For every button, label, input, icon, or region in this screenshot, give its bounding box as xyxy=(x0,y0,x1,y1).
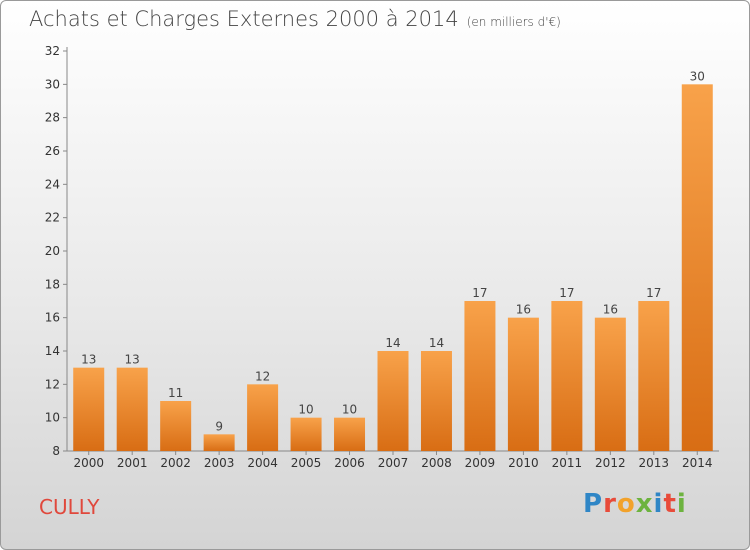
y-tick-label: 10 xyxy=(45,411,60,425)
bar-2013 xyxy=(638,301,670,451)
bar-2004 xyxy=(247,384,279,451)
x-tick-label: 2003 xyxy=(204,456,235,470)
data-label: 17 xyxy=(472,286,487,300)
x-tick-label: 2014 xyxy=(682,456,713,470)
x-tick-label: 2013 xyxy=(639,456,670,470)
x-tick-label: 2007 xyxy=(378,456,409,470)
data-label: 17 xyxy=(559,286,574,300)
y-tick-label: 8 xyxy=(52,444,60,458)
logo-letter: i xyxy=(676,489,687,519)
data-label: 10 xyxy=(342,403,357,417)
bar-2003 xyxy=(203,434,235,451)
y-tick-label: 30 xyxy=(45,77,60,91)
y-tick-label: 22 xyxy=(45,211,60,225)
data-labels: 13 13 11 9 12 10 10 14 14 17 16 17 16 17 30 xyxy=(81,69,705,433)
data-label: 14 xyxy=(385,336,400,350)
bar-2008 xyxy=(420,351,452,451)
bar-2005 xyxy=(290,417,322,451)
bar-2006 xyxy=(334,417,366,451)
x-tick-label: 2001 xyxy=(117,456,148,470)
y-tick-label: 20 xyxy=(45,244,60,258)
data-label: 14 xyxy=(429,336,444,350)
chart-title: Achats et Charges Externes 2000 à 2014 (e… xyxy=(29,7,561,31)
city-name: CULLY xyxy=(39,495,100,519)
bar-2012 xyxy=(594,317,626,451)
logo-letter: o xyxy=(616,489,636,519)
proxiti-logo: Proxiti xyxy=(583,489,687,519)
x-tick-label: 2010 xyxy=(508,456,539,470)
x-tick-label: 2002 xyxy=(160,456,191,470)
data-label: 17 xyxy=(646,286,661,300)
data-label: 16 xyxy=(603,303,618,317)
data-label: 11 xyxy=(168,386,183,400)
y-tick-label: 26 xyxy=(45,144,60,158)
bar-2011 xyxy=(551,301,583,451)
logo-letter: i xyxy=(653,489,664,519)
axes: 8 10 12 14 16 18 20 22 24 26 28 30 32 2000 2001 2002 200… xyxy=(45,44,719,470)
data-label: 10 xyxy=(298,403,313,417)
x-tick-label: 2012 xyxy=(595,456,626,470)
bar-2009 xyxy=(464,301,496,451)
bar-2000 xyxy=(73,367,105,451)
y-tick-label: 32 xyxy=(45,44,60,58)
chart-subtitle: (en milliers d'€) xyxy=(466,15,561,29)
data-label: 16 xyxy=(516,303,531,317)
logo-letter: x xyxy=(635,489,654,519)
x-tick-label: 2009 xyxy=(465,456,496,470)
logo-letter: P xyxy=(583,489,604,519)
y-tick-label: 12 xyxy=(45,377,60,391)
y-tick-label: 28 xyxy=(45,111,60,125)
bars xyxy=(73,84,713,451)
logo-letter: t xyxy=(663,489,677,519)
bar-2007 xyxy=(377,351,409,451)
y-tick-label: 18 xyxy=(45,277,60,291)
data-label: 13 xyxy=(125,353,140,367)
y-tick-label: 24 xyxy=(45,177,60,191)
x-tick-label: 2008 xyxy=(421,456,452,470)
x-tick-label: 2000 xyxy=(73,456,104,470)
data-label: 30 xyxy=(690,69,705,83)
x-tick-label: 2011 xyxy=(552,456,583,470)
bar-2014 xyxy=(681,84,713,451)
logo-letter: r xyxy=(603,489,617,519)
data-label: 9 xyxy=(215,419,223,433)
chart-title-text: Achats et Charges Externes 2000 à 2014 xyxy=(29,7,459,31)
bar-2010 xyxy=(507,317,539,451)
x-tick-label: 2004 xyxy=(247,456,278,470)
data-label: 13 xyxy=(81,353,96,367)
bar-2002 xyxy=(160,401,192,451)
bar-2001 xyxy=(116,367,148,451)
data-label: 12 xyxy=(255,369,270,383)
y-tick-label: 14 xyxy=(45,344,60,358)
x-tick-label: 2006 xyxy=(334,456,365,470)
y-tick-label: 16 xyxy=(45,311,60,325)
x-tick-label: 2005 xyxy=(291,456,322,470)
